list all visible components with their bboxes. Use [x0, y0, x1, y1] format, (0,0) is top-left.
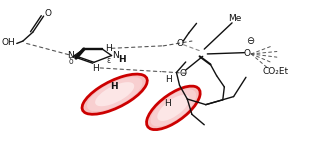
Text: O: O	[179, 69, 186, 78]
Text: CO₂Et: CO₂Et	[263, 67, 289, 76]
Text: H: H	[165, 75, 172, 84]
Ellipse shape	[157, 95, 190, 121]
Ellipse shape	[146, 86, 200, 130]
Text: H: H	[105, 44, 112, 53]
Text: N: N	[112, 51, 119, 60]
Text: H: H	[164, 99, 171, 108]
Ellipse shape	[95, 82, 134, 106]
Text: H: H	[119, 55, 126, 64]
Text: δ: δ	[68, 57, 73, 66]
Text: O: O	[176, 39, 183, 48]
Text: H: H	[92, 64, 99, 73]
Ellipse shape	[151, 89, 196, 126]
Text: O: O	[45, 9, 52, 18]
Ellipse shape	[87, 77, 142, 111]
Text: Me: Me	[229, 14, 242, 23]
Text: ⊖: ⊖	[247, 36, 255, 46]
Text: H: H	[110, 82, 118, 91]
Text: ε: ε	[107, 56, 111, 65]
Text: OH: OH	[2, 38, 15, 47]
Ellipse shape	[82, 74, 147, 114]
Text: N: N	[68, 51, 74, 60]
Text: O: O	[244, 49, 251, 58]
